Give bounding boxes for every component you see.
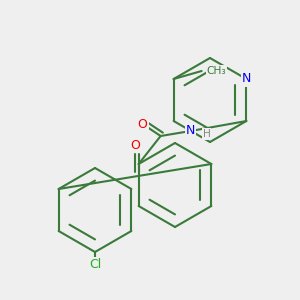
Text: O: O [130,139,140,152]
Text: CH₃: CH₃ [207,66,226,76]
Text: Cl: Cl [89,257,101,271]
Text: H: H [202,129,211,139]
Text: N: N [242,73,251,85]
Text: O: O [138,118,148,130]
Text: N: N [186,124,195,137]
